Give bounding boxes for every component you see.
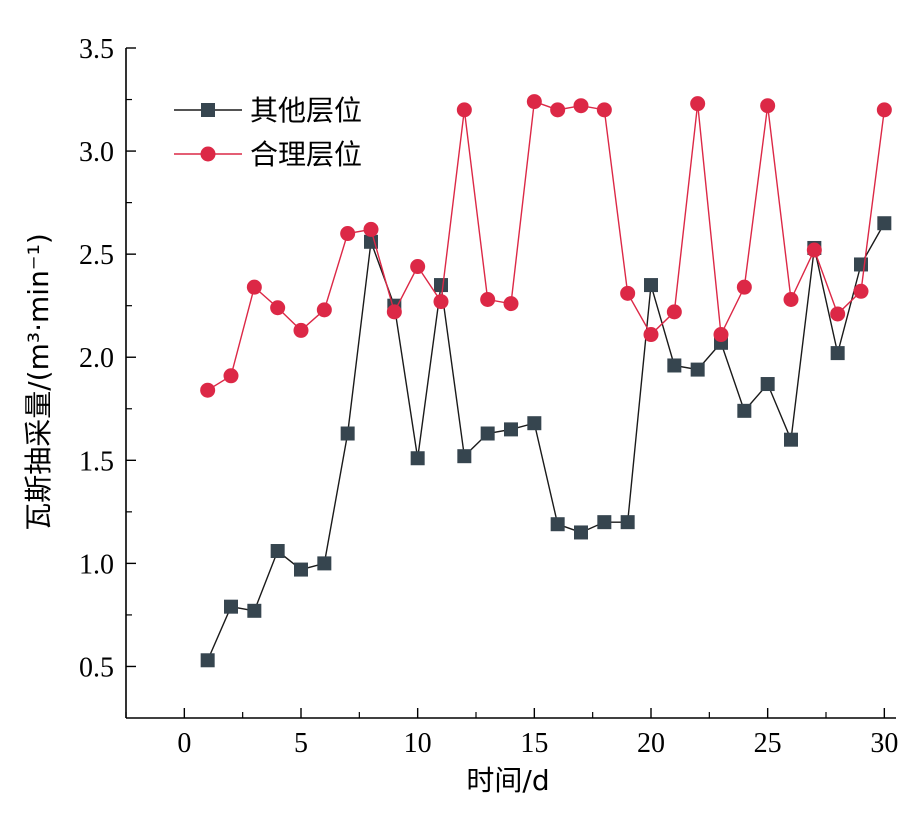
data-point: [620, 515, 635, 530]
data-point: [457, 449, 472, 464]
x-tick-label: 25: [754, 728, 782, 759]
data-point: [410, 259, 426, 275]
data-point: [317, 556, 332, 571]
data-point: [854, 257, 868, 272]
data-point: [667, 358, 682, 373]
data-point: [200, 653, 215, 668]
data-point: [480, 292, 496, 308]
data-point: [386, 304, 402, 320]
data-point: [224, 599, 238, 614]
data-point: [783, 292, 799, 308]
legend-label: 合理层位: [250, 138, 362, 171]
data-point: [410, 451, 425, 466]
data-point: [806, 242, 822, 258]
data-point: [503, 296, 519, 312]
y-tick-label: 2.5: [79, 240, 114, 271]
data-point: [574, 525, 588, 540]
data-point: [480, 426, 495, 441]
data-point: [830, 306, 846, 322]
data-point: [596, 102, 612, 118]
data-point: [246, 279, 262, 295]
data-point: [200, 382, 216, 398]
data-point: [293, 322, 309, 338]
x-axis-title: 时间/d: [466, 764, 549, 797]
data-point: [597, 515, 612, 530]
series-line: [207, 222, 885, 661]
data-point: [223, 368, 239, 384]
data-point: [456, 102, 472, 118]
data-point: [643, 327, 659, 343]
data-point: [644, 278, 658, 293]
data-point: [666, 304, 682, 320]
data-point: [433, 294, 449, 310]
data-point: [527, 416, 542, 431]
y-tick-label: 0.5: [79, 652, 114, 683]
legend-marker: [200, 146, 216, 162]
axes: 0.5 1.0 1.5 2.0 2.5 3.0 3.5 0 5 10 15 20 25 30: [79, 34, 898, 759]
data-point: [784, 432, 798, 447]
data-point: [434, 278, 448, 293]
data-point: [247, 603, 262, 618]
data-point: [573, 98, 589, 114]
x-tick-label: 20: [637, 728, 665, 759]
data-point: [620, 285, 636, 301]
y-axis-title: 瓦斯抽采量/(m³·min⁻¹): [22, 233, 55, 531]
data-point: [737, 403, 752, 418]
data-point: [270, 544, 285, 559]
data-point: [760, 98, 776, 114]
data-point: [713, 327, 729, 343]
series-1: [200, 216, 892, 668]
x-tick-label: 5: [294, 728, 308, 759]
y-tick-label: 3.0: [79, 137, 114, 168]
data-point: [830, 346, 845, 361]
x-tick-label: 15: [520, 728, 548, 759]
y-tick-label: 3.5: [79, 34, 114, 65]
x-tick-label: 30: [870, 728, 898, 759]
data-point: [550, 517, 565, 532]
legend-marker: [201, 103, 215, 117]
data-point: [736, 279, 752, 295]
data-point: [690, 362, 705, 377]
data-point: [550, 102, 566, 118]
series-2: [200, 94, 892, 398]
data-point: [853, 283, 869, 299]
x-tick-label: 0: [177, 728, 191, 759]
data-point: [294, 562, 308, 577]
y-tick-label: 1.0: [79, 549, 114, 580]
y-tick-label: 1.5: [79, 446, 114, 477]
data-point: [526, 94, 542, 110]
data-point: [364, 234, 378, 249]
data-point: [690, 96, 706, 112]
data-point: [340, 226, 356, 242]
data-point: [316, 302, 332, 318]
data-point: [876, 102, 892, 118]
series-layer: [200, 94, 892, 668]
data-point: [760, 377, 775, 392]
data-point: [340, 426, 355, 441]
y-tick-label: 2.0: [79, 343, 114, 374]
legend-label: 其他层位: [250, 94, 362, 127]
data-point: [504, 422, 518, 437]
data-point: [270, 300, 286, 316]
data-point: [877, 216, 892, 231]
x-tick-label: 10: [404, 728, 432, 759]
data-point: [363, 221, 379, 237]
